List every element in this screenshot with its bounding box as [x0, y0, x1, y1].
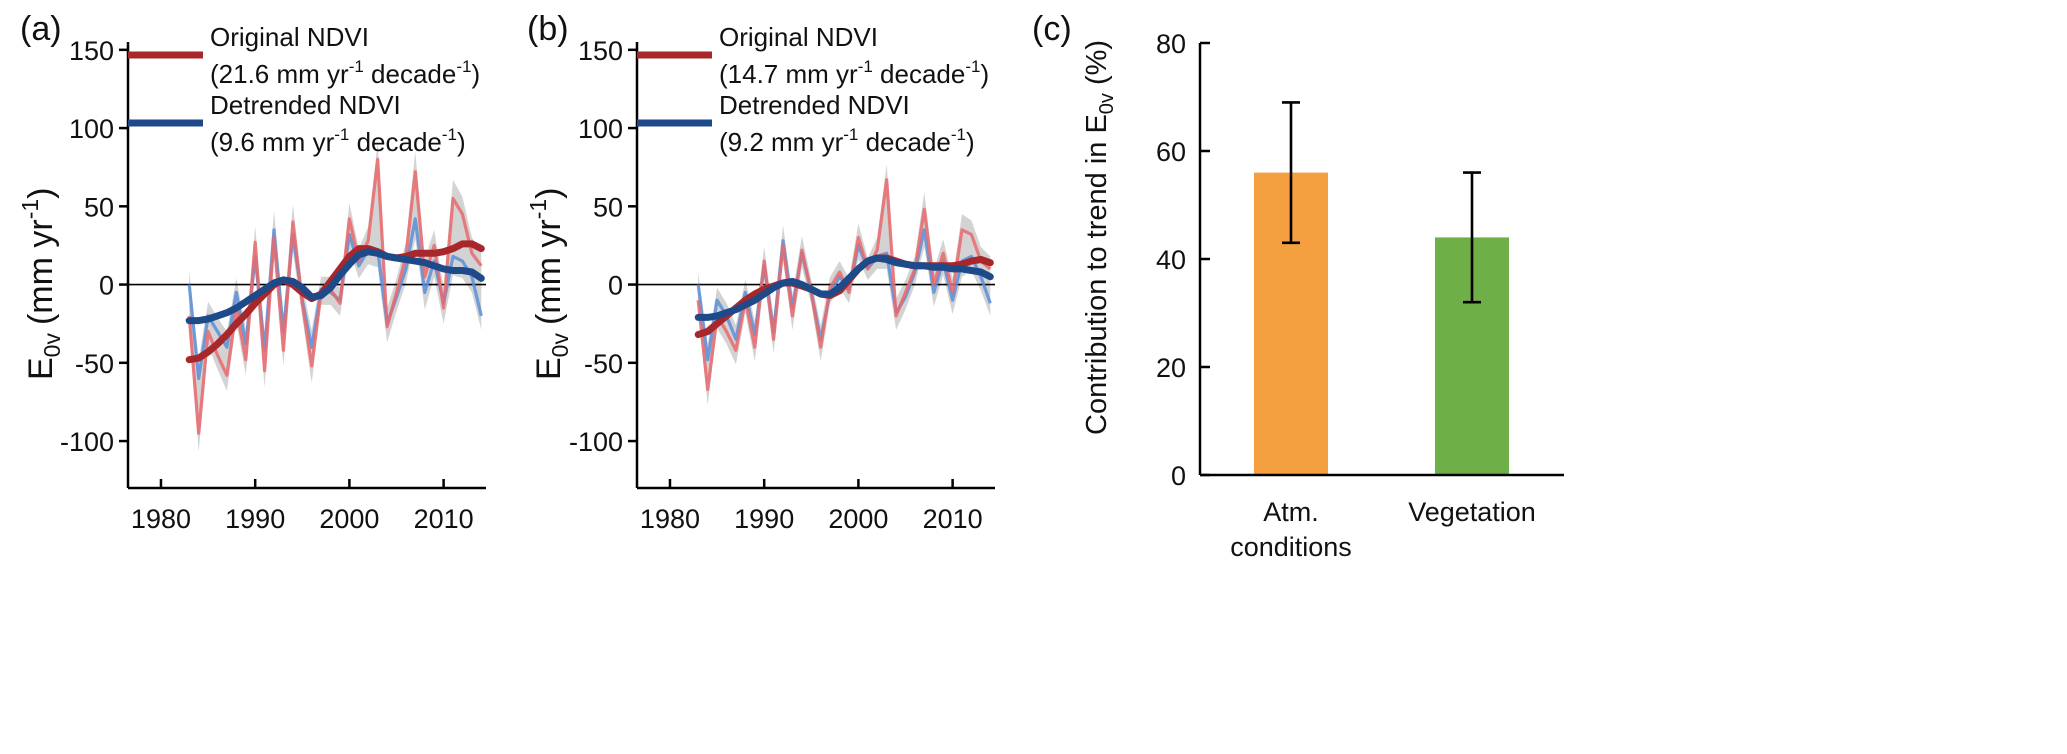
panel-c-x-labels: Atm. conditions Vegetation — [1230, 497, 1536, 562]
panel-a-y-tick-label: 50 — [84, 192, 114, 222]
panel-b-ylabel-sub: 0v — [547, 333, 573, 358]
panel-a-ylabel-e: E — [22, 357, 60, 380]
panel-c-y-axis-title: Contribution to trend in E0v (%) — [1081, 40, 1118, 435]
panel-b-y-tick-label: -100 — [569, 427, 623, 457]
panel-b-y-tick-label: 100 — [578, 114, 623, 144]
svg-text:E0v(mm yr-1): E0v (mm yr-1) — [17, 187, 65, 380]
panel-a-ylabel-close: ) — [22, 187, 60, 198]
panel-b-x-ticks: 1980 1990 2000 2010 — [640, 479, 983, 534]
panel-c-y-tick-label: 80 — [1156, 29, 1186, 59]
panel-c-y-tick-label: 60 — [1156, 137, 1186, 167]
panel-b-legend-detrended-rate: (9.2 mm yr-1 decade-1) — [719, 125, 975, 157]
panel-a-y-ticks: -100 -50 0 50 100 150 — [60, 36, 128, 457]
panel-c-y-tick-label: 0 — [1171, 461, 1186, 491]
panel-a-y-tick-label: -50 — [75, 349, 114, 379]
panel-a-legend-detrended-name: Detrended NDVI — [210, 90, 401, 120]
panel-b-y-ticks: -100 -50 0 50 100 150 — [569, 36, 637, 457]
panel-c-ylabel-sub: 0v — [1096, 93, 1118, 114]
panel-c-label: (c) — [1032, 10, 1072, 48]
panel-a-y-tick-label: 0 — [99, 271, 114, 301]
panel-c-ylabel-prefix: Contribution to trend in E — [1081, 114, 1113, 435]
panel-a-detrended-smooth-line — [185, 248, 485, 325]
panel-c-y-tick-label: 20 — [1156, 353, 1186, 383]
panel-b-y-tick-label: -50 — [584, 349, 623, 379]
panel-b-y-tick-label: 150 — [578, 36, 623, 66]
panel-a-x-tick-label: 1980 — [131, 504, 191, 534]
panel-a-legend-original-rate: (21.6 mm yr-1 decade-1) — [210, 57, 480, 89]
panel-a-label: (a) — [20, 10, 62, 48]
panel-c-ylabel-suffix: (%) — [1081, 40, 1113, 93]
panel-a-y-tick-label: -100 — [60, 427, 114, 457]
panel-c-y-ticks: 0 20 40 60 80 — [1156, 29, 1210, 491]
svg-text:E0v(mm yr-1): E0v (mm yr-1) — [525, 187, 573, 380]
panel-b-x-tick-label: 2000 — [828, 504, 888, 534]
panel-a-original-series-line — [187, 157, 483, 435]
panel-a-legend-detrended-rate: (9.6 mm yr-1 decade-1) — [210, 125, 466, 157]
panel-a-plot-area — [128, 142, 486, 452]
panel-c-category-label: conditions — [1230, 532, 1352, 562]
panel-c-category-label: Atm. — [1263, 497, 1319, 527]
panel-c-category-label: Vegetation — [1408, 497, 1536, 527]
panel-a-y-axis-title: E0v (mm yr-1) — [17, 187, 65, 380]
panel-a-x-tick-label: 2000 — [319, 504, 379, 534]
panel-a-y-tick-label: 100 — [69, 114, 114, 144]
panel-c-bars — [1254, 101, 1509, 475]
panel-b-plot-area — [637, 164, 995, 406]
panel-b-y-tick-label: 0 — [608, 271, 623, 301]
panel-a-original-smooth-line — [185, 240, 485, 364]
panel-b-x-tick-label: 2010 — [923, 504, 983, 534]
panel-a-legend: Original NDVI (21.6 mm yr-1 decade-1) De… — [128, 22, 480, 157]
panel-a-ylabel-sub: 0v — [39, 333, 65, 358]
panel-b-x-tick-label: 1990 — [734, 504, 794, 534]
panel-a-ylabel-sup: -1 — [17, 199, 43, 219]
panel-b-detrended-smooth-line — [694, 254, 994, 321]
panel-a-x-tick-label: 2010 — [414, 504, 474, 534]
panel-b-y-tick-label: 50 — [593, 192, 623, 222]
panel-b-y-axis-title: E0v (mm yr-1) — [525, 187, 573, 380]
panel-b-legend: Original NDVI (14.7 mm yr-1 decade-1) De… — [637, 22, 989, 157]
panel-b-x-tick-label: 1980 — [640, 504, 700, 534]
panel-b-ylabel-close: ) — [530, 187, 568, 198]
panel-b-ylabel-unit: (mm yr — [530, 219, 568, 325]
panel-b-legend-original-rate: (14.7 mm yr-1 decade-1) — [719, 57, 989, 89]
panel-c: (c) Contribution to trend in E0v (%) 0 20… — [1032, 10, 1564, 562]
panel-a-x-ticks: 1980 1990 2000 2010 — [131, 479, 474, 534]
panel-b-ylabel-e: E — [530, 357, 568, 380]
panel-b-legend-original-name: Original NDVI — [719, 22, 878, 52]
panel-b-legend-detrended-name: Detrended NDVI — [719, 90, 910, 120]
panel-c-y-tick-label: 40 — [1156, 245, 1186, 275]
panel-a-x-tick-label: 1990 — [225, 504, 285, 534]
svg-text:Contribution to trend in E0v (: Contribution to trend in E0v (%) — [1081, 40, 1118, 435]
panel-b-ylabel-sup: -1 — [525, 199, 551, 219]
panel-a-ylabel-unit: (mm yr — [22, 219, 60, 325]
panel-a-y-tick-label: 150 — [69, 36, 114, 66]
panel-b-label: (b) — [527, 10, 569, 48]
panel-a-legend-original-name: Original NDVI — [210, 22, 369, 52]
